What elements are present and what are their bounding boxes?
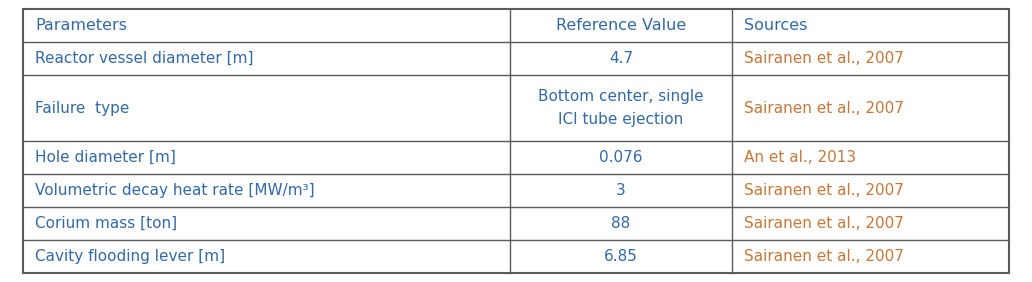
- Text: Sairanen et al., 2007: Sairanen et al., 2007: [744, 249, 904, 264]
- Text: Sairanen et al., 2007: Sairanen et al., 2007: [744, 216, 904, 231]
- Text: Bottom center, single
ICI tube ejection: Bottom center, single ICI tube ejection: [539, 89, 704, 127]
- Text: Sairanen et al., 2007: Sairanen et al., 2007: [744, 100, 904, 116]
- Text: 6.85: 6.85: [604, 249, 638, 264]
- Text: Volumetric decay heat rate [MW/m³]: Volumetric decay heat rate [MW/m³]: [35, 183, 315, 198]
- Text: 4.7: 4.7: [609, 51, 634, 66]
- Text: Hole diameter [m]: Hole diameter [m]: [35, 150, 176, 165]
- Text: Reactor vessel diameter [m]: Reactor vessel diameter [m]: [35, 51, 254, 66]
- Text: Cavity flooding lever [m]: Cavity flooding lever [m]: [35, 249, 225, 264]
- Text: 0.076: 0.076: [600, 150, 643, 165]
- Text: Sources: Sources: [744, 18, 808, 33]
- Text: 88: 88: [611, 216, 631, 231]
- Text: Failure  type: Failure type: [35, 100, 129, 116]
- Text: Corium mass [ton]: Corium mass [ton]: [35, 216, 178, 231]
- Text: Sairanen et al., 2007: Sairanen et al., 2007: [744, 51, 904, 66]
- Text: An et al., 2013: An et al., 2013: [744, 150, 857, 165]
- Text: Sairanen et al., 2007: Sairanen et al., 2007: [744, 183, 904, 198]
- Text: Reference Value: Reference Value: [556, 18, 686, 33]
- Text: 3: 3: [616, 183, 626, 198]
- Text: Parameters: Parameters: [35, 18, 127, 33]
